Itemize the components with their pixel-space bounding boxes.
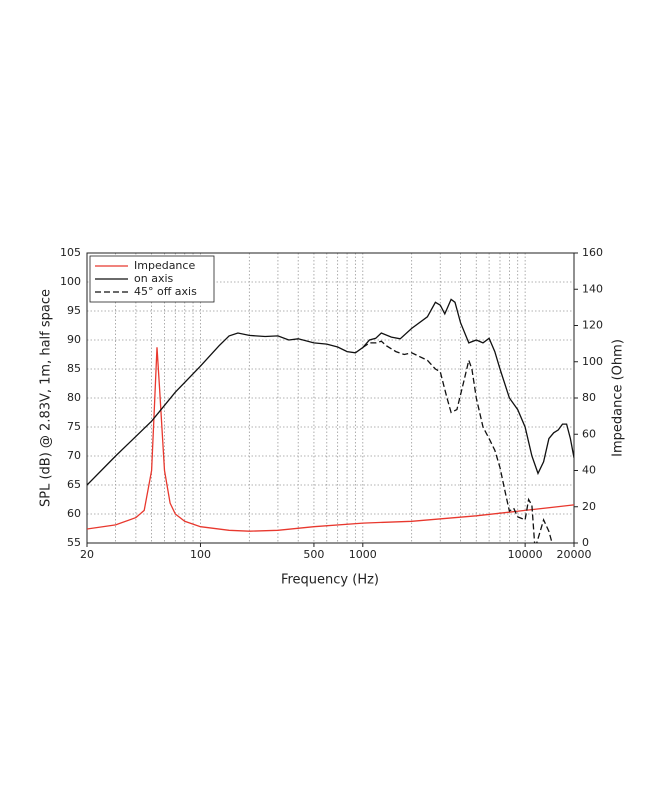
y2-tick-label: 120	[582, 319, 603, 332]
y-tick-label: 105	[60, 246, 81, 259]
y2-tick-label: 160	[582, 246, 603, 259]
y-tick-label: 60	[67, 507, 81, 520]
series-line	[87, 298, 574, 486]
y2-tick-label: 100	[582, 355, 603, 368]
y2-tick-label: 20	[582, 500, 596, 513]
series-line	[362, 340, 553, 543]
y-tick-label: 100	[60, 275, 81, 288]
y-axis-label: SPL (dB) @ 2.83V, 1m, half space	[39, 289, 54, 507]
x-tick-label: 10000	[508, 548, 543, 561]
plot-frame	[86, 252, 575, 544]
y-tick-label: 90	[67, 333, 81, 346]
y-tick-label: 65	[67, 478, 81, 491]
legend-label: on axis	[134, 272, 174, 285]
x-tick-label: 20000	[557, 548, 592, 561]
x-tick-label: 100	[190, 548, 211, 561]
series-line	[87, 347, 574, 532]
y2-tick-label: 80	[582, 391, 596, 404]
legend-label: 45° off axis	[134, 285, 197, 298]
legend-label: Impedance	[134, 259, 195, 272]
y2-tick-label: 40	[582, 464, 596, 477]
y-tick-label: 55	[67, 536, 81, 549]
y-tick-label: 70	[67, 449, 81, 462]
x-tick-label: 500	[303, 548, 324, 561]
plot-area	[87, 298, 574, 543]
y-tick-label: 75	[67, 420, 81, 433]
x-tick-label: 20	[80, 548, 94, 561]
y2-tick-label: 140	[582, 282, 603, 295]
y-tick-label: 85	[67, 362, 81, 375]
y2-axis-label: Impedance (Ohm)	[611, 339, 626, 457]
y-tick-label: 80	[67, 391, 81, 404]
x-tick-label: 1000	[349, 548, 377, 561]
x-axis-label: Frequency (Hz)	[281, 573, 379, 588]
y2-tick-label: 60	[582, 427, 596, 440]
y2-tick-label: 0	[582, 536, 589, 549]
y-tick-label: 95	[67, 304, 81, 317]
